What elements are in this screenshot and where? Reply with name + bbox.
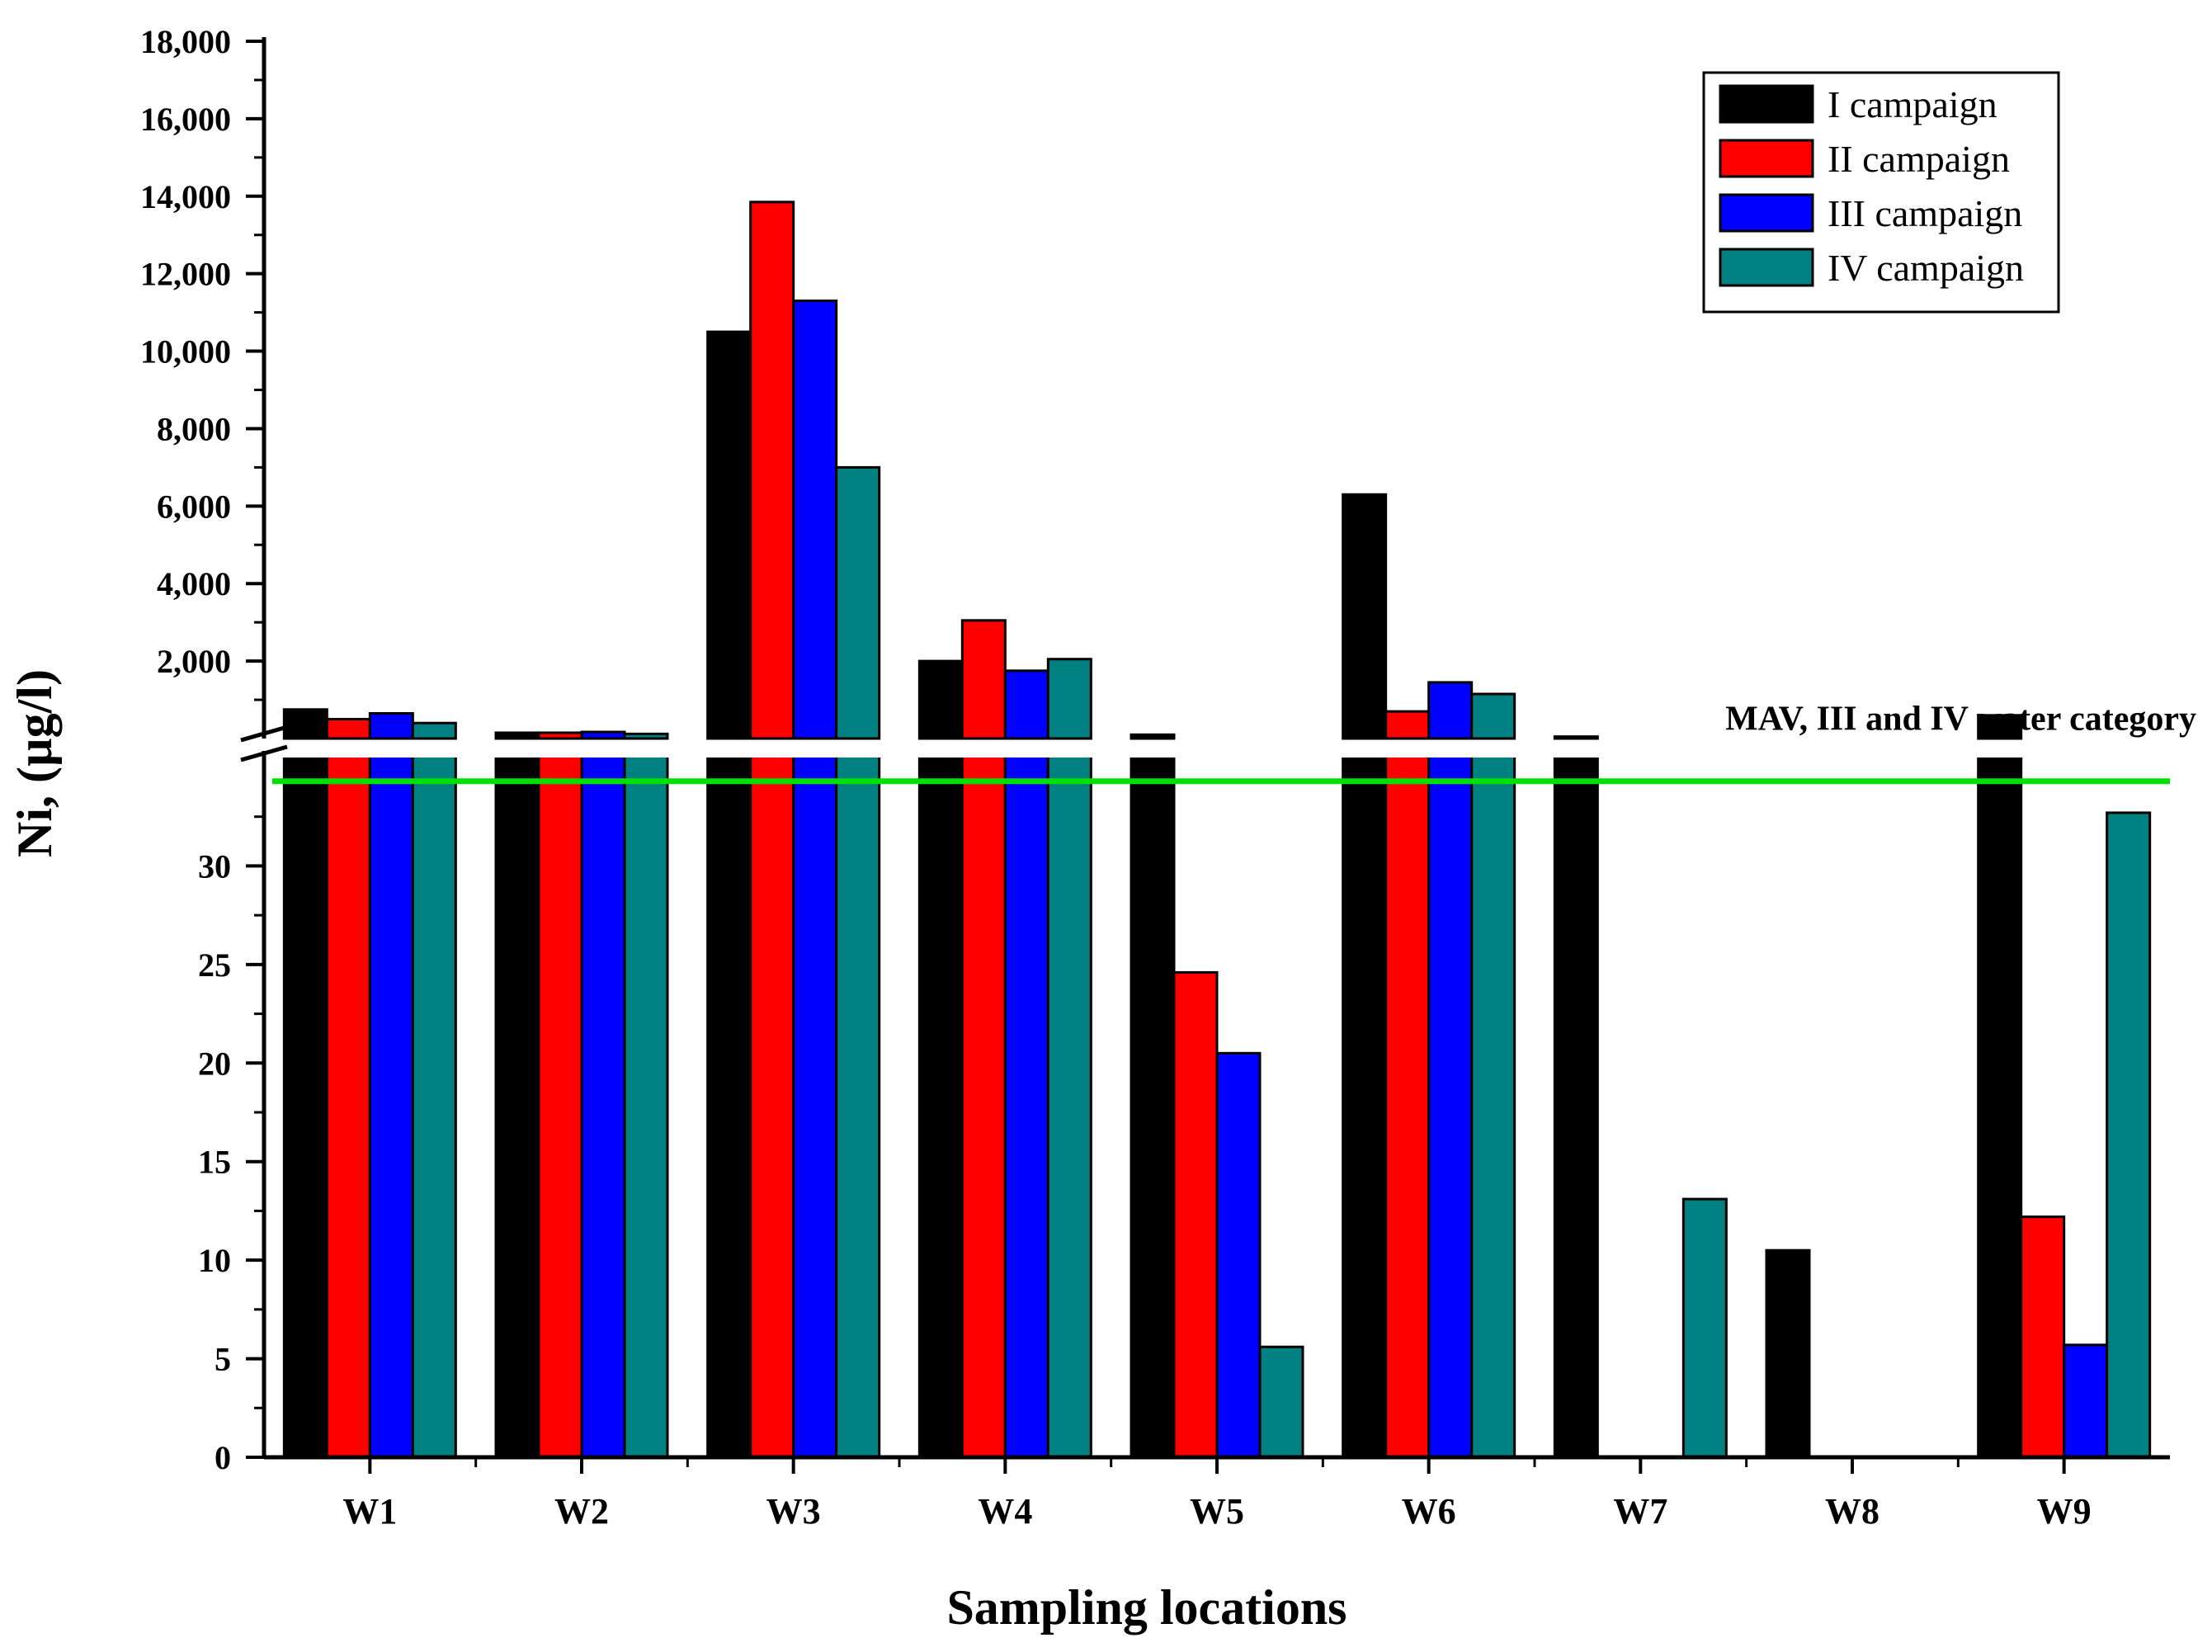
bar-w9-series-1-lower xyxy=(1977,749,2023,1459)
x-tick-label-w6: W6 xyxy=(1402,1491,1456,1532)
bar-w2-series-4-lower xyxy=(623,749,669,1459)
y-tick-label-upper: 6,000 xyxy=(157,488,231,525)
bar-w1-series-4-lower xyxy=(411,749,457,1459)
bar-w4-series-4-lower xyxy=(1046,749,1092,1459)
bar-w4-series-2-lower xyxy=(960,749,1007,1459)
x-tick-label-w9: W9 xyxy=(2037,1491,2092,1532)
legend-label-series-3: III campaign xyxy=(1828,192,2022,234)
bar-w1-series-2-lower xyxy=(325,749,371,1459)
bar-w5-series-1-lower xyxy=(1130,749,1176,1459)
legend-label-series-1: I campaign xyxy=(1828,83,1997,125)
bar-w6-series-3-lower xyxy=(1427,749,1474,1459)
bar-w6-series-2-upper xyxy=(1384,710,1431,740)
axes-layer: 0 5 10 15 20 25 30 2,000 4,000 6,000 8,000 10,000 12… xyxy=(140,23,2170,1532)
bar-w3-series-2-upper xyxy=(749,201,795,740)
bar-w1-series-3-lower xyxy=(368,749,414,1459)
bar-w9-series-1-upper xyxy=(1977,714,2023,740)
bar-w9-series-2 xyxy=(2020,1215,2066,1459)
bar-w3-series-2-lower xyxy=(749,749,795,1459)
y-axis-title: Ni, (µg/l) xyxy=(7,669,62,857)
y-tick-label-upper: 12,000 xyxy=(140,256,231,293)
bar-w9-series-3 xyxy=(2063,1343,2109,1459)
bar-w6-series-3-upper xyxy=(1427,681,1474,740)
bar-w4-series-4-upper xyxy=(1046,658,1092,740)
bar-w2-series-4-upper xyxy=(623,732,669,740)
bar-w2-series-3-upper xyxy=(580,730,626,740)
x-tick-label-w1: W1 xyxy=(342,1491,397,1532)
y-tick-label-upper: 10,000 xyxy=(140,333,231,371)
bar-w4-series-3-upper xyxy=(1003,669,1049,740)
axis-break-mark-lower xyxy=(240,744,288,762)
legend-swatch-series-4 xyxy=(1719,248,1814,287)
bar-w2-series-1-upper xyxy=(494,731,540,740)
x-tick-label-w2: W2 xyxy=(554,1491,609,1532)
legend-swatch-series-2 xyxy=(1719,139,1814,178)
x-axis-title: Sampling locations xyxy=(946,1580,1347,1635)
bar-w2-series-1-lower xyxy=(494,749,540,1459)
y-tick-label-lower: 10 xyxy=(198,1242,231,1279)
bar-w1-series-1-lower xyxy=(282,749,328,1459)
bar-w2-series-2-lower xyxy=(537,749,583,1459)
bar-w2-series-3-lower xyxy=(580,749,626,1459)
bar-w6-series-4-upper xyxy=(1470,692,1516,740)
bar-w4-series-2-upper xyxy=(960,619,1007,740)
y-tick-label-lower: 15 xyxy=(198,1144,231,1181)
x-tick-label-w3: W3 xyxy=(766,1491,821,1532)
mav-reference-label: MAV, III and IV water category xyxy=(1725,701,2196,739)
x-tick-label-w4: W4 xyxy=(978,1491,1032,1532)
bar-w7-series-1-lower xyxy=(1553,749,1599,1459)
bar-w4-series-1-upper xyxy=(917,659,964,740)
y-tick-label-lower: 5 xyxy=(215,1341,231,1378)
bar-w1-series-2-upper xyxy=(325,718,371,740)
bar-w3-series-4-upper xyxy=(835,465,881,740)
axis-break-gap xyxy=(248,741,2186,758)
bar-w1-series-1-upper xyxy=(282,708,328,740)
y-tick-label-lower: 30 xyxy=(198,847,231,885)
y-tick-label-lower: 0 xyxy=(215,1439,231,1476)
bar-w5-series-2 xyxy=(1172,970,1219,1459)
bar-w7-series-1-upper xyxy=(1553,735,1599,740)
y-tick-label-upper: 4,000 xyxy=(157,565,231,602)
legend-swatch-series-1 xyxy=(1719,84,1814,124)
bar-w5-series-1-upper xyxy=(1130,733,1176,740)
legend-label-series-2: II campaign xyxy=(1828,138,2010,180)
legend-label-series-4: IV campaign xyxy=(1828,247,2024,289)
bar-w1-series-4-upper xyxy=(411,721,457,740)
reference-line-layer: MAV, III and IV water category xyxy=(272,701,2196,785)
bar-w3-series-1-upper xyxy=(706,330,752,740)
y-tick-label-upper: 2,000 xyxy=(157,643,231,680)
y-tick-label-upper: 16,000 xyxy=(140,101,231,138)
bar-w1-series-3-upper xyxy=(368,711,414,740)
axis-break-mark-upper xyxy=(240,725,288,743)
bar-w9-series-4 xyxy=(2106,811,2152,1459)
bar-w8-series-1 xyxy=(1765,1248,1811,1459)
bar-w5-series-4 xyxy=(1258,1345,1304,1459)
y-tick-label-lower: 25 xyxy=(198,946,231,984)
y-tick-label-lower: 20 xyxy=(198,1045,231,1082)
y-tick-label-upper: 18,000 xyxy=(140,23,231,60)
bar-w3-series-3-lower xyxy=(792,749,838,1459)
bar-w3-series-4-lower xyxy=(835,749,881,1459)
bar-w5-series-3 xyxy=(1215,1051,1262,1459)
y-tick-label-upper: 8,000 xyxy=(157,410,231,447)
bar-w3-series-1-lower xyxy=(706,749,752,1459)
bar-w7-series-4 xyxy=(1681,1197,1728,1459)
legend: I campaign II campaign III campaign IV camp… xyxy=(1702,71,2060,314)
bar-w4-series-1-lower xyxy=(917,749,964,1459)
x-tick-label-w8: W8 xyxy=(1825,1491,1879,1532)
x-tick-label-w7: W7 xyxy=(1613,1491,1667,1532)
y-tick-label-upper: 14,000 xyxy=(140,178,231,215)
bar-w6-series-4-lower xyxy=(1470,749,1516,1459)
bar-w2-series-2-upper xyxy=(537,731,583,740)
bar-w6-series-1-upper xyxy=(1342,493,1388,740)
legend-swatch-series-3 xyxy=(1719,193,1814,233)
bar-w6-series-2-lower xyxy=(1384,749,1431,1459)
bar-w3-series-3-upper xyxy=(792,300,838,740)
bar-w6-series-1-lower xyxy=(1342,749,1388,1459)
x-tick-label-w5: W5 xyxy=(1190,1491,1244,1532)
bar-w4-series-3-lower xyxy=(1003,749,1049,1459)
bars-layer xyxy=(248,201,2186,1459)
